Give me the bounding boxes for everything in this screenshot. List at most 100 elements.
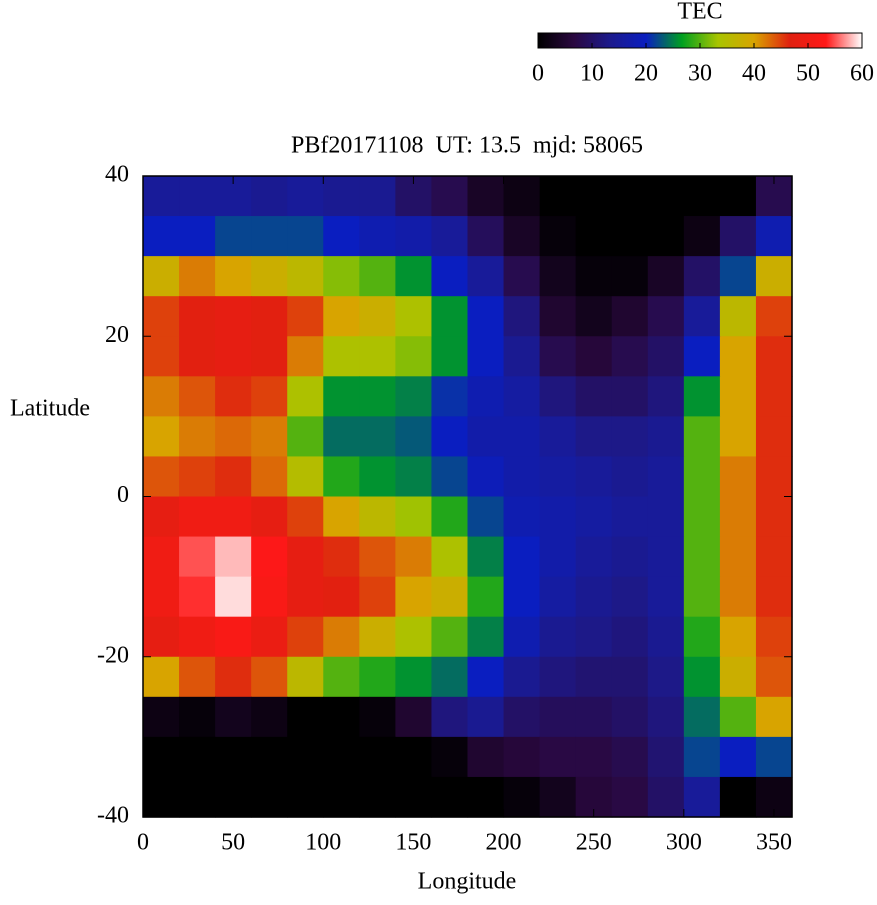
x-tick-label: 250 <box>576 830 612 856</box>
heatmap-cell <box>215 416 252 458</box>
heatmap-cell <box>755 656 793 698</box>
heatmap-cell <box>359 656 396 698</box>
heatmap-cell <box>395 416 433 458</box>
heatmap-cell <box>683 176 721 217</box>
x-tick-label: 350 <box>756 830 792 856</box>
heatmap-cell <box>467 456 505 498</box>
heatmap-cell <box>431 576 469 618</box>
heatmap-cell <box>323 576 360 618</box>
heatmap-cell <box>323 416 360 458</box>
heatmap-cell <box>647 656 685 698</box>
heatmap-cell <box>179 536 216 578</box>
heatmap-cell <box>683 576 721 618</box>
y-tick-label: 40 <box>105 162 129 188</box>
heatmap-cell <box>287 216 324 257</box>
heatmap-cell <box>323 456 360 498</box>
colorbar-tick-label: 10 <box>580 61 604 87</box>
heatmap-cell <box>503 736 541 778</box>
heatmap-cell <box>683 456 721 498</box>
heatmap-cell <box>575 296 613 337</box>
heatmap-cell <box>431 336 469 377</box>
heatmap-cell <box>215 656 252 698</box>
heatmap-cell <box>251 656 288 698</box>
x-tick-label: 300 <box>666 830 702 856</box>
heatmap-cell <box>503 216 541 257</box>
heatmap-cell <box>359 376 396 417</box>
heatmap-cell <box>719 616 757 658</box>
heatmap-cell <box>251 256 288 297</box>
heatmap-cell <box>215 616 252 658</box>
heatmap-cell <box>683 416 721 458</box>
heatmap-cell <box>719 776 757 818</box>
x-tick-label: 50 <box>221 830 245 856</box>
heatmap-cell <box>395 256 433 297</box>
y-tick-label: 0 <box>117 482 129 508</box>
heatmap-cell <box>611 776 649 818</box>
heatmap-cell <box>395 656 433 698</box>
heatmap-cell <box>503 576 541 618</box>
heatmap-cell <box>755 256 793 297</box>
heatmap-cell <box>611 296 649 337</box>
heatmap-cell <box>539 496 577 538</box>
heatmap-cell <box>179 216 216 257</box>
heatmap-cell <box>539 576 577 618</box>
heatmap-cell <box>287 536 324 578</box>
x-tick-label: 100 <box>305 830 341 856</box>
heatmap-cell <box>539 536 577 578</box>
heatmap-cell <box>719 416 757 458</box>
heatmap-cell <box>539 776 577 818</box>
y-tick-label: -20 <box>97 642 129 668</box>
heatmap-cell <box>251 296 288 337</box>
heatmap-cell <box>179 616 216 658</box>
heatmap-cell <box>647 416 685 458</box>
heatmap-cell <box>143 496 180 538</box>
heatmap-cell <box>467 616 505 658</box>
colorbar-tick-label: 60 <box>850 61 874 87</box>
heatmap-cell <box>323 256 360 297</box>
heatmap-cell <box>431 296 469 337</box>
heatmap-cell <box>647 616 685 658</box>
heatmap-cell <box>647 496 685 538</box>
heatmap-cell <box>539 696 577 738</box>
heatmap-cell <box>179 736 216 778</box>
heatmap-cell <box>503 336 541 377</box>
heatmap-cell <box>647 216 685 257</box>
heatmap-cell <box>431 376 469 417</box>
heatmap-cell <box>179 416 216 458</box>
heatmap-cell <box>503 176 541 217</box>
heatmap-cell <box>719 296 757 337</box>
x-tick-label: 0 <box>137 830 149 856</box>
heatmap-cell <box>143 456 180 498</box>
heatmap-cell <box>575 656 613 698</box>
heatmap-cell <box>539 376 577 417</box>
heatmap-cell <box>467 696 505 738</box>
heatmap-cell <box>539 456 577 498</box>
heatmap-cell <box>503 616 541 658</box>
heatmap-cell <box>359 736 396 778</box>
heatmap-cell <box>575 616 613 658</box>
heatmap-cell <box>431 256 469 297</box>
heatmap-cell <box>179 296 216 337</box>
heatmap-cell <box>467 256 505 297</box>
heatmap-cell <box>359 616 396 658</box>
heatmap-cell <box>287 776 324 818</box>
heatmap-cell <box>683 776 721 818</box>
heatmap-cell <box>611 376 649 417</box>
heatmap-cell <box>503 416 541 458</box>
heatmap-cell <box>719 216 757 257</box>
heatmap-cell <box>251 336 288 377</box>
heatmap-cell <box>251 536 288 578</box>
heatmap-cell <box>647 736 685 778</box>
heatmap-cell <box>647 256 685 297</box>
heatmap-cell <box>287 176 324 217</box>
heatmap-cell <box>251 696 288 738</box>
heatmap-cell <box>755 216 793 257</box>
heatmap-cell <box>287 256 324 297</box>
heatmap-cell <box>503 536 541 578</box>
heatmap-cell <box>359 496 396 538</box>
heatmap-cell <box>467 296 505 337</box>
heatmap-cell <box>647 696 685 738</box>
heatmap-cell <box>719 376 757 417</box>
heatmap-cell <box>719 256 757 297</box>
heatmap-cell <box>611 176 649 217</box>
